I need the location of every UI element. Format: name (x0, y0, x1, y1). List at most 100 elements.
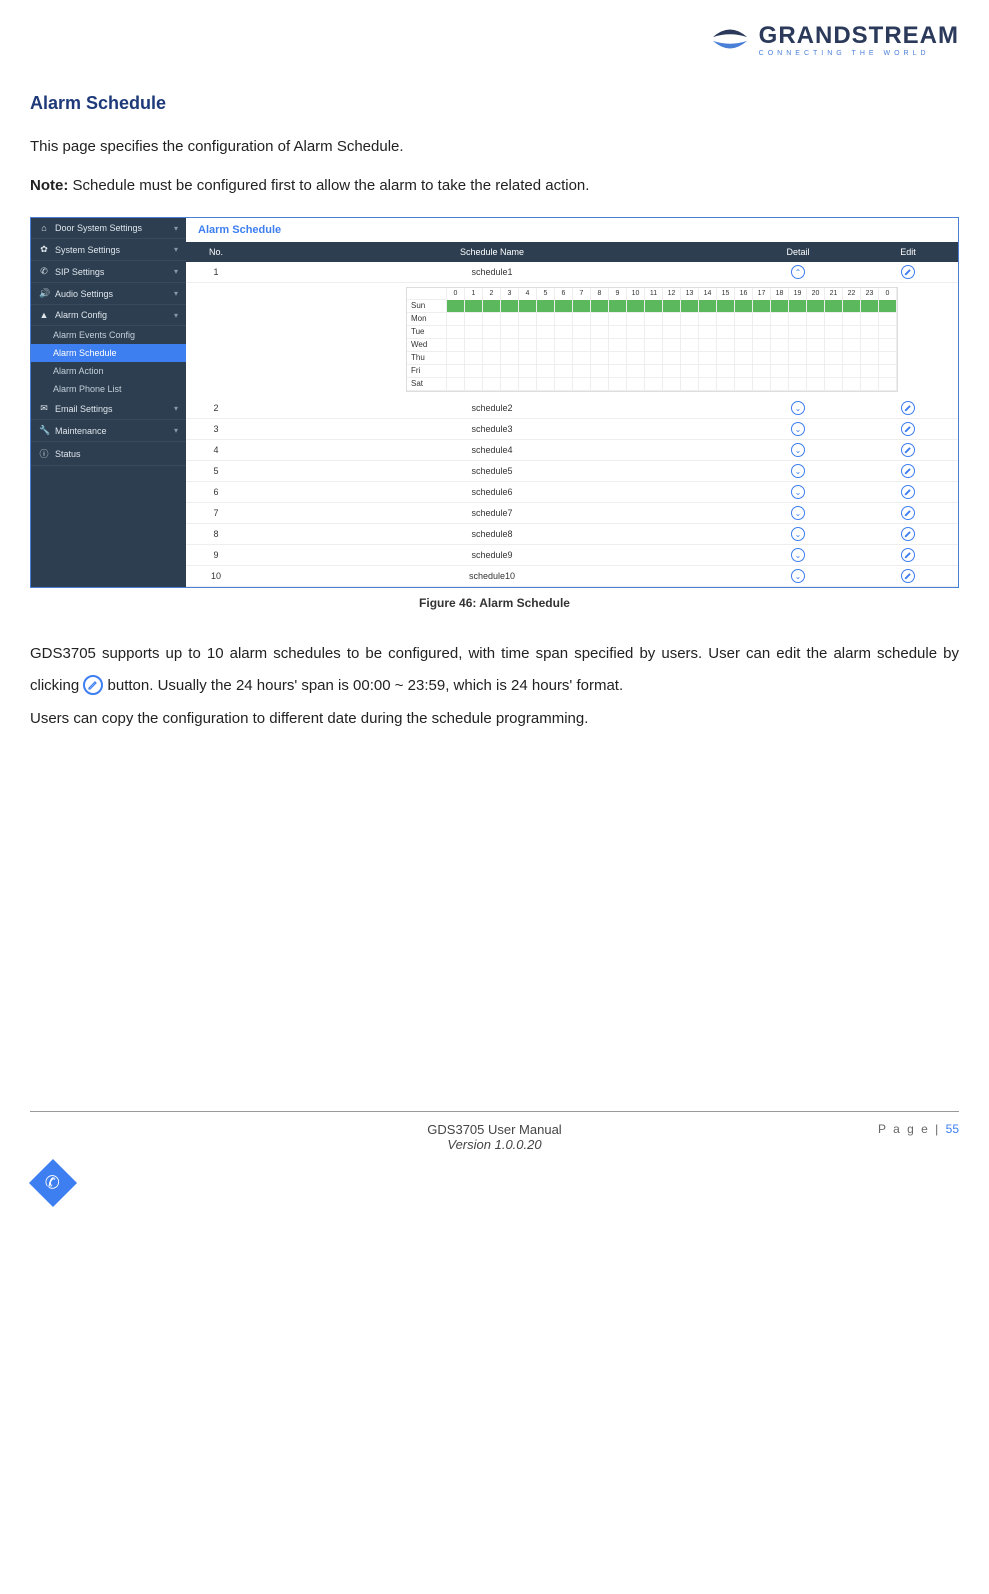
grid-cell[interactable] (609, 378, 627, 391)
grid-cell[interactable] (447, 326, 465, 339)
grid-cell[interactable] (843, 313, 861, 326)
grid-cell[interactable] (807, 300, 825, 313)
grid-cell[interactable] (717, 378, 735, 391)
grid-cell[interactable] (663, 378, 681, 391)
grid-cell[interactable] (681, 326, 699, 339)
grid-cell[interactable] (807, 313, 825, 326)
grid-cell[interactable] (447, 313, 465, 326)
grid-cell[interactable] (735, 339, 753, 352)
grid-cell[interactable] (537, 339, 555, 352)
grid-cell[interactable] (789, 339, 807, 352)
grid-cell[interactable] (591, 378, 609, 391)
grid-cell[interactable] (879, 339, 897, 352)
grid-cell[interactable] (879, 313, 897, 326)
grid-cell[interactable] (537, 378, 555, 391)
grid-cell[interactable] (501, 300, 519, 313)
grid-cell[interactable] (645, 352, 663, 365)
grid-cell[interactable] (591, 365, 609, 378)
grid-cell[interactable] (465, 326, 483, 339)
grid-cell[interactable] (483, 313, 501, 326)
grid-cell[interactable] (465, 352, 483, 365)
grid-cell[interactable] (609, 365, 627, 378)
grid-cell[interactable] (627, 365, 645, 378)
grid-cell[interactable] (645, 313, 663, 326)
grid-cell[interactable] (861, 313, 879, 326)
grid-cell[interactable] (591, 326, 609, 339)
grid-cell[interactable] (861, 300, 879, 313)
grid-cell[interactable] (519, 352, 537, 365)
grid-cell[interactable] (483, 378, 501, 391)
grid-cell[interactable] (753, 313, 771, 326)
grid-cell[interactable] (699, 313, 717, 326)
edit-icon[interactable] (901, 401, 915, 415)
grid-cell[interactable] (627, 352, 645, 365)
grid-cell[interactable] (591, 339, 609, 352)
grid-cell[interactable] (861, 378, 879, 391)
grid-cell[interactable] (807, 378, 825, 391)
grid-cell[interactable] (699, 352, 717, 365)
grid-cell[interactable] (879, 352, 897, 365)
grid-cell[interactable] (681, 378, 699, 391)
grid-cell[interactable] (861, 352, 879, 365)
grid-cell[interactable] (483, 339, 501, 352)
sidebar-item[interactable]: ⓘStatus (31, 442, 186, 466)
grid-cell[interactable] (465, 300, 483, 313)
grid-cell[interactable] (591, 300, 609, 313)
grid-cell[interactable] (627, 378, 645, 391)
grid-cell[interactable] (465, 313, 483, 326)
grid-cell[interactable] (753, 326, 771, 339)
grid-cell[interactable] (753, 378, 771, 391)
grid-cell[interactable] (807, 339, 825, 352)
grid-cell[interactable] (501, 378, 519, 391)
edit-icon[interactable] (901, 569, 915, 583)
grid-cell[interactable] (753, 352, 771, 365)
grid-cell[interactable] (861, 326, 879, 339)
grid-cell[interactable] (843, 300, 861, 313)
grid-cell[interactable] (717, 352, 735, 365)
detail-toggle-icon[interactable]: ⌄ (791, 569, 805, 583)
grid-cell[interactable] (807, 365, 825, 378)
grid-cell[interactable] (825, 326, 843, 339)
grid-cell[interactable] (699, 326, 717, 339)
grid-cell[interactable] (663, 300, 681, 313)
grid-cell[interactable] (735, 365, 753, 378)
grid-cell[interactable] (735, 378, 753, 391)
grid-cell[interactable] (825, 339, 843, 352)
detail-toggle-icon[interactable]: ⌄ (791, 464, 805, 478)
sidebar-item[interactable]: ⌂Door System Settings▾ (31, 218, 186, 239)
detail-toggle-icon[interactable]: ⌄ (791, 443, 805, 457)
grid-cell[interactable] (879, 365, 897, 378)
grid-cell[interactable] (483, 365, 501, 378)
grid-cell[interactable] (609, 313, 627, 326)
detail-toggle-icon[interactable]: ⌄ (791, 548, 805, 562)
sidebar-item[interactable]: ✿System Settings▾ (31, 239, 186, 261)
grid-cell[interactable] (573, 339, 591, 352)
grid-cell[interactable] (645, 339, 663, 352)
grid-cell[interactable] (771, 326, 789, 339)
grid-cell[interactable] (663, 326, 681, 339)
grid-cell[interactable] (807, 352, 825, 365)
grid-cell[interactable] (825, 365, 843, 378)
grid-cell[interactable] (483, 352, 501, 365)
grid-cell[interactable] (699, 300, 717, 313)
grid-cell[interactable] (555, 365, 573, 378)
grid-cell[interactable] (501, 352, 519, 365)
grid-cell[interactable] (483, 300, 501, 313)
grid-cell[interactable] (555, 378, 573, 391)
grid-cell[interactable] (771, 378, 789, 391)
grid-cell[interactable] (699, 339, 717, 352)
grid-cell[interactable] (879, 300, 897, 313)
edit-icon[interactable] (901, 422, 915, 436)
grid-cell[interactable] (501, 339, 519, 352)
grid-cell[interactable] (465, 365, 483, 378)
grid-cell[interactable] (645, 300, 663, 313)
grid-cell[interactable] (717, 365, 735, 378)
grid-cell[interactable] (717, 313, 735, 326)
grid-cell[interactable] (645, 326, 663, 339)
grid-cell[interactable] (555, 300, 573, 313)
edit-icon[interactable] (901, 485, 915, 499)
grid-cell[interactable] (789, 313, 807, 326)
grid-cell[interactable] (789, 300, 807, 313)
sidebar-subitem[interactable]: Alarm Phone List (31, 380, 186, 398)
grid-cell[interactable] (627, 313, 645, 326)
